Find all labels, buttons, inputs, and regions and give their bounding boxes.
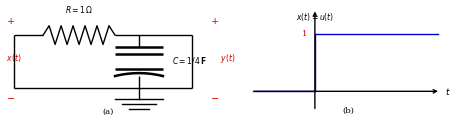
Text: $x\,(t)$: $x\,(t)$	[6, 53, 22, 64]
Text: 1: 1	[301, 30, 306, 38]
Text: +: +	[210, 17, 219, 26]
Text: +: +	[7, 17, 15, 26]
Text: $x(t)=u(t)$: $x(t)=u(t)$	[295, 11, 333, 23]
Text: (b): (b)	[341, 107, 353, 115]
Text: (a): (a)	[102, 108, 113, 116]
Text: −: −	[210, 95, 218, 104]
Text: $R=1\,\Omega$: $R=1\,\Omega$	[65, 4, 93, 15]
Text: $t$: $t$	[444, 86, 450, 97]
Text: −: −	[7, 95, 15, 104]
Text: $y\,(t)$: $y\,(t)$	[220, 52, 236, 65]
Text: $C=1/4\,\mathbf{F}$: $C=1/4\,\mathbf{F}$	[172, 55, 207, 66]
